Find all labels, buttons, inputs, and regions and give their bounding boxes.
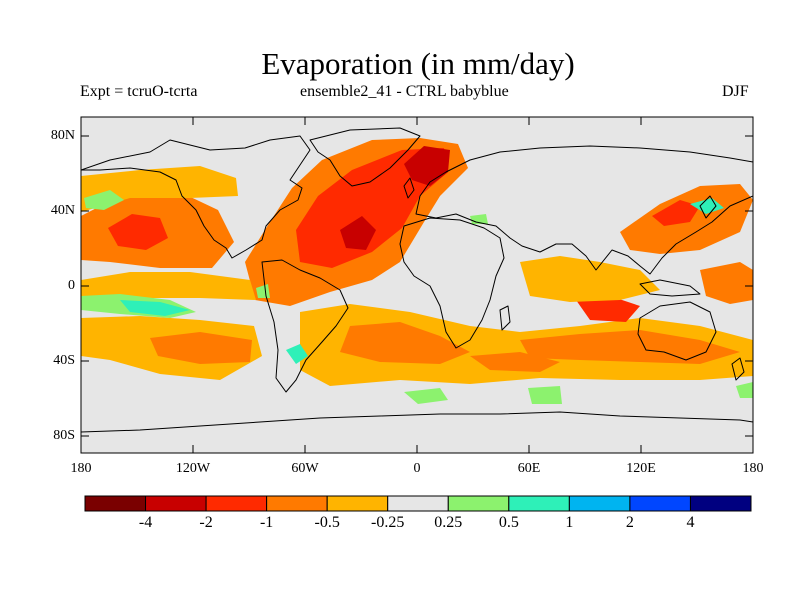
indian-ocean-yellow-region — [520, 256, 660, 302]
east-pacific-orange-region — [700, 262, 753, 304]
colorbar-swatch — [84, 495, 147, 512]
colorbar-label: -2 — [199, 514, 213, 531]
south-atlantic-green-patch — [404, 388, 448, 404]
colorbar-label: -0.25 — [371, 514, 405, 531]
new-zealand-coastline — [731, 357, 745, 381]
season-label: DJF — [722, 83, 749, 100]
indian-ocean-orange-region — [520, 330, 740, 364]
indian-ocean-red-region — [576, 296, 640, 322]
colorbar-label: -4 — [138, 514, 153, 531]
south-pacific-orange-band — [150, 332, 252, 364]
greenland-coastline — [309, 127, 421, 187]
indonesia-coastline — [639, 279, 701, 297]
kuroshio-red-region — [652, 200, 700, 226]
kuroshio-cyan-patch — [690, 198, 724, 214]
lon-tick-label: 0 — [413, 461, 421, 476]
lat-tick-label: 80N — [50, 128, 75, 143]
japan-coastline — [699, 195, 717, 219]
colorbar-swatch — [205, 495, 268, 512]
south-atlantic-orange-region — [340, 322, 470, 364]
colorbar-label: 2 — [625, 514, 634, 531]
experiment-label: Expt = tcruO-tcrta — [80, 83, 198, 100]
colorbar-swatch — [568, 495, 631, 512]
australia-coastline — [637, 301, 717, 361]
lon-tick-label: 60E — [517, 461, 541, 476]
mid-atlantic-dark-red-region — [340, 216, 376, 250]
greenland-sea-dark-red-region — [404, 146, 450, 186]
colorbar-swatch — [266, 495, 328, 512]
north-pacific-green-patch — [84, 190, 124, 210]
colorbar-label: -0.5 — [314, 514, 340, 531]
colorbar-swatch — [629, 495, 691, 512]
southern-ocean-green-patch — [528, 386, 562, 404]
lat-tick-label: 40N — [50, 203, 75, 218]
colorbar-swatch — [447, 495, 510, 512]
eurasia-coastline — [415, 145, 753, 275]
coastlines — [81, 127, 753, 433]
south-america-cyan-patch — [286, 344, 308, 364]
tasman-green-patch — [736, 382, 753, 398]
africa-coastline — [399, 217, 505, 349]
ensemble-label: ensemble2_41 - CTRL babyblue — [300, 83, 509, 100]
lon-tick-label: 180 — [70, 461, 92, 476]
colorbar-swatch — [387, 495, 449, 512]
colorbar-label: 0.5 — [498, 514, 519, 531]
colorbar-swatch — [508, 495, 570, 512]
axis-ticks — [80, 117, 754, 453]
britain-coastline — [403, 177, 415, 199]
south-america-coastline — [261, 259, 349, 393]
colorbar-swatch — [689, 495, 752, 512]
north-pacific-red-core — [108, 214, 168, 250]
lon-tick-label: 180 — [742, 461, 764, 476]
lat-tick-label: 80S — [53, 428, 75, 443]
colorbar — [84, 495, 752, 512]
colorbar-swatch — [326, 495, 389, 512]
lat-tick-label: 40S — [53, 353, 75, 368]
colorbar-swatch — [145, 495, 207, 512]
lon-tick-label: 120E — [626, 461, 656, 476]
colorbar-label: 0.25 — [434, 514, 463, 531]
lon-tick-label: 60W — [291, 461, 319, 476]
lat-tick-label: 0 — [68, 278, 75, 293]
colorbar-label: 4 — [686, 514, 695, 531]
colorbar-label: -1 — [259, 514, 274, 531]
colorbar-label: 1 — [565, 514, 574, 531]
lon-tick-label: 120W — [175, 461, 211, 476]
north-america-coastline — [81, 135, 311, 259]
map-plot-area — [81, 117, 753, 453]
antarctica-coastline — [81, 411, 753, 433]
map-title: Evaporation (in mm/day) — [261, 46, 575, 81]
south-pacific-cyan-patch — [120, 300, 190, 316]
southern-ocean-orange-band — [470, 352, 560, 372]
madagascar-coastline — [499, 305, 511, 331]
equatorial-pacific-yellow-band — [81, 272, 256, 302]
caribbean-green-patch — [256, 284, 270, 298]
